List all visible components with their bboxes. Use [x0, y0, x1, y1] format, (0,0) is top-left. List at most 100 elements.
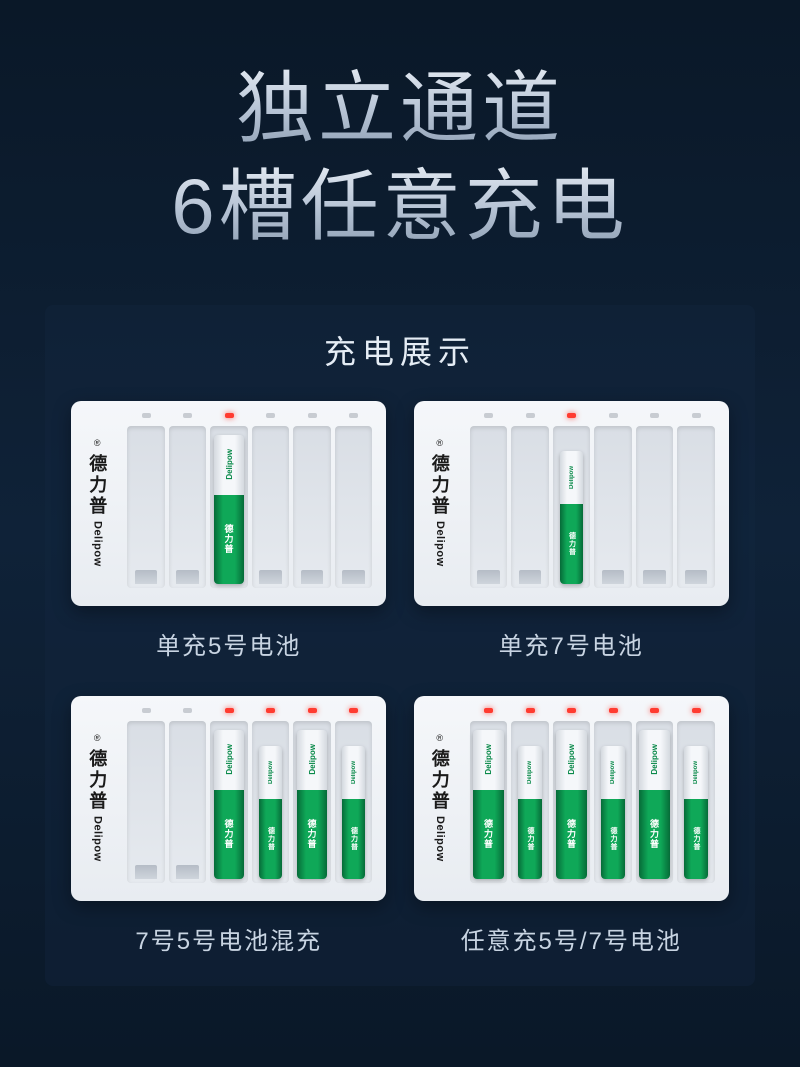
led-indicator	[183, 413, 192, 418]
brand-reg: ®	[436, 438, 443, 448]
brand-cn: 德力普	[84, 454, 110, 517]
charger-caption: 7号5号电池混充	[135, 921, 322, 956]
battery-cn-label: 德力普	[349, 827, 359, 851]
charger-cell: ®德力普DelipowDelipow德力普Delipow德力普Delipow德力…	[70, 696, 388, 956]
battery-well: Delipow 德力普	[252, 721, 290, 883]
battery-well	[252, 426, 290, 588]
slot	[594, 413, 632, 588]
battery-well	[293, 426, 331, 588]
battery-well	[470, 426, 508, 588]
led-indicator	[567, 413, 576, 418]
battery-well	[636, 426, 674, 588]
slot	[127, 413, 165, 588]
battery-cn-label: 德力普	[608, 827, 618, 851]
battery-brand: Delipow	[610, 761, 616, 784]
led-indicator	[650, 413, 659, 418]
brand-reg: ®	[436, 733, 443, 743]
battery-well	[169, 426, 207, 588]
slot	[169, 413, 207, 588]
brand-en: Delipow	[91, 816, 103, 862]
contact-icon	[342, 570, 365, 584]
slot: Delipow德力普	[293, 708, 331, 883]
battery-brand: Delipow	[351, 761, 357, 784]
led-indicator	[567, 708, 576, 713]
slot	[335, 413, 373, 588]
battery-cn-label: 德力普	[223, 819, 236, 849]
led-indicator	[526, 413, 535, 418]
slot: Delipow德力普	[470, 708, 508, 883]
battery-well: Delipow德力普	[293, 721, 331, 883]
slot: Delipow 德力普	[210, 708, 248, 883]
brand-en: Delipow	[434, 816, 446, 862]
battery-brand: Delipow	[484, 744, 493, 775]
slot-row: Delipow 德力普 Delipow 德力普 Delipow 德力普 Delipow 德力普…	[466, 696, 729, 901]
slot	[511, 413, 549, 588]
charger: ®德力普DelipowDelipow德力普Delipow德力普Delipow德力…	[71, 696, 386, 901]
led-indicator	[142, 413, 151, 418]
battery-aa: Delipow 德力普	[214, 730, 245, 879]
slot	[293, 413, 331, 588]
charger-brand-label: ® 德力普 Delipow	[414, 401, 466, 606]
charger-brand-label: ® 德力普 Delipow	[71, 696, 123, 901]
battery-aaa: Delipow 德力普	[342, 746, 365, 879]
brand-reg: ®	[94, 733, 101, 743]
led-indicator	[650, 708, 659, 713]
battery-well: Delipow德力普	[511, 721, 549, 883]
battery-aaa: Delipow 德力普	[259, 746, 282, 879]
slot: Delipow德力普	[210, 413, 248, 588]
brand-cn: 德力普	[427, 454, 453, 517]
slot	[252, 413, 290, 588]
contact-icon	[685, 570, 708, 584]
led-indicator	[484, 708, 493, 713]
slot-row: Delipow 德力普	[466, 401, 729, 606]
slot-row: Delipow德力普	[123, 401, 386, 606]
brand-reg: ®	[94, 438, 101, 448]
slot: Delipow 德力普	[252, 708, 290, 883]
contact-icon	[135, 865, 158, 879]
panel-title: 充电展示	[45, 305, 755, 401]
charger: ®德力普DelipowDelipow德力普Delipow德力普Delipow德力…	[414, 696, 729, 901]
slot	[169, 708, 207, 883]
slot: Delipow德力普	[511, 708, 549, 883]
contact-icon	[259, 570, 282, 584]
slot: Delipow 德力普	[594, 708, 632, 883]
battery-brand: Delipow	[567, 744, 576, 775]
charger-cell: ®德力普DelipowDelipow德力普单充7号电池	[413, 401, 731, 661]
battery-aa: Delipow德力普	[297, 730, 328, 879]
contact-icon	[176, 570, 199, 584]
brand-en: Delipow	[434, 521, 446, 567]
battery-cn-label: 德力普	[266, 827, 276, 851]
battery-aa: Delipow德力普	[214, 435, 245, 584]
led-indicator	[225, 413, 234, 418]
led-indicator	[692, 413, 701, 418]
slot	[127, 708, 165, 883]
slot	[636, 413, 674, 588]
battery-well: Delipow 德力普	[594, 721, 632, 883]
headline-line-2: 6槽任意充电	[20, 158, 780, 256]
brand-cn: 德力普	[84, 749, 110, 812]
slot: Delipow 德力普	[335, 708, 373, 883]
battery-cn-label: 德力普	[691, 827, 701, 851]
demo-panel: 充电展示 ®德力普DelipowDelipow德力普单充5号电池®德力普Deli…	[45, 305, 755, 986]
charger-brand-label: ®德力普Delipow	[414, 696, 466, 901]
contact-icon	[477, 570, 500, 584]
battery-brand: Delipow	[569, 466, 575, 489]
battery-brand: Delipow	[527, 761, 533, 784]
battery-brand: Delipow	[693, 761, 699, 784]
battery-well: Delipow 德力普	[210, 721, 248, 883]
battery-aaa: Delipow德力普	[518, 746, 541, 879]
battery-brand: Delipow	[268, 761, 274, 784]
battery-well: Delipow 德力普	[677, 721, 715, 883]
contact-icon	[519, 570, 542, 584]
charger-brand-label: ®德力普Delipow	[71, 401, 123, 606]
led-indicator	[692, 708, 701, 713]
battery-well	[677, 426, 715, 588]
led-indicator	[225, 708, 234, 713]
battery-brand: Delipow	[650, 744, 659, 775]
battery-cn-label: 德力普	[648, 819, 661, 849]
battery-well	[511, 426, 549, 588]
battery-cn-label: 德力普	[567, 532, 577, 556]
battery-brand: Delipow	[225, 744, 234, 775]
battery-well: Delipow德力普	[210, 426, 248, 588]
battery-cn-label: 德力普	[565, 819, 578, 849]
